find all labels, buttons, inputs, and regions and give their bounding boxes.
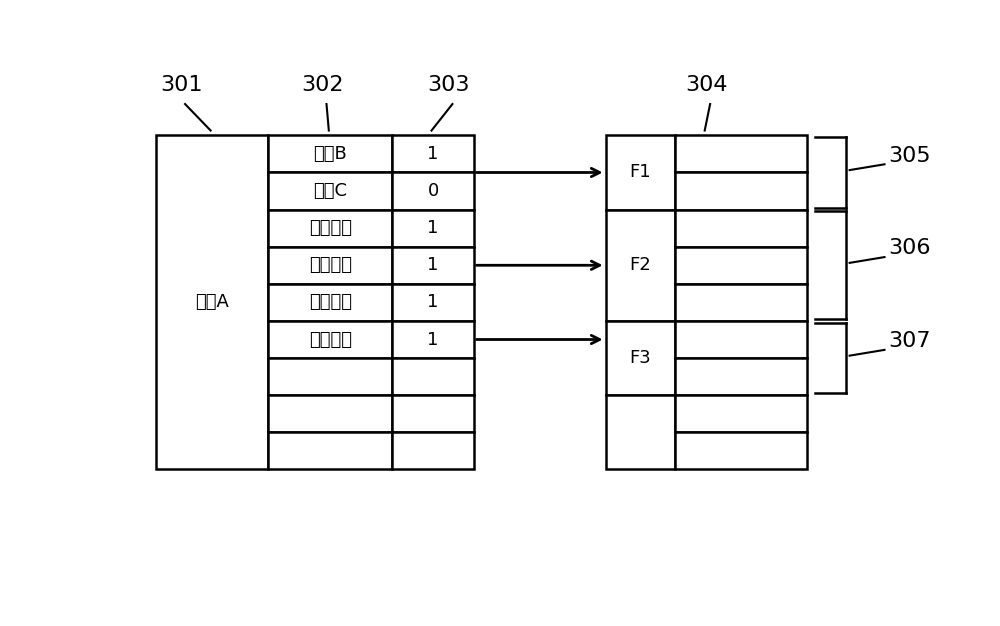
Bar [268, 358, 392, 395]
Bar [392, 210, 474, 247]
Bar [606, 135, 675, 210]
Bar [268, 433, 392, 470]
Text: 307: 307 [888, 331, 931, 351]
Bar [675, 210, 807, 247]
Text: 阀门B: 阀门B [314, 145, 347, 163]
Text: 抖真空泵: 抖真空泵 [309, 331, 352, 349]
Bar [606, 321, 675, 395]
Bar [675, 247, 807, 284]
Text: F1: F1 [630, 163, 651, 182]
Bar [675, 321, 807, 358]
Bar [268, 284, 392, 321]
Bar [606, 395, 675, 470]
Text: 302: 302 [301, 75, 344, 95]
Bar [392, 135, 474, 173]
Bar [268, 210, 392, 247]
Bar [268, 247, 392, 284]
Bar [392, 247, 474, 284]
Text: 1: 1 [427, 145, 439, 163]
Text: F3: F3 [630, 349, 651, 367]
Text: 1: 1 [427, 294, 439, 311]
Bar [606, 210, 675, 321]
Bar [392, 395, 474, 433]
Bar [675, 358, 807, 395]
Bar [675, 135, 807, 173]
Text: 0: 0 [427, 182, 439, 200]
Text: 1: 1 [427, 331, 439, 349]
Bar [675, 173, 807, 210]
Text: 305: 305 [888, 146, 931, 166]
Text: 1: 1 [427, 256, 439, 274]
Bar [392, 173, 474, 210]
Text: 管路压力: 管路压力 [309, 294, 352, 311]
Text: 306: 306 [888, 239, 931, 259]
Bar [392, 321, 474, 358]
Bar [392, 433, 474, 470]
Bar [268, 135, 392, 173]
Text: 303: 303 [427, 75, 470, 95]
Text: 304: 304 [685, 75, 728, 95]
Bar [268, 321, 392, 358]
Bar [268, 395, 392, 433]
Text: 301: 301 [160, 75, 202, 95]
Bar [675, 284, 807, 321]
Bar [156, 135, 268, 470]
Text: F2: F2 [630, 256, 651, 274]
Bar [675, 433, 807, 470]
Text: 1: 1 [427, 219, 439, 237]
Bar [392, 358, 474, 395]
Bar [392, 284, 474, 321]
Text: 阀门A: 阀门A [195, 294, 229, 311]
Bar [268, 173, 392, 210]
Text: 腔室压力: 腔室压力 [309, 219, 352, 237]
Bar [675, 395, 807, 433]
Text: 阀闸C: 阀闸C [313, 182, 347, 200]
Text: 气体浓度: 气体浓度 [309, 256, 352, 274]
